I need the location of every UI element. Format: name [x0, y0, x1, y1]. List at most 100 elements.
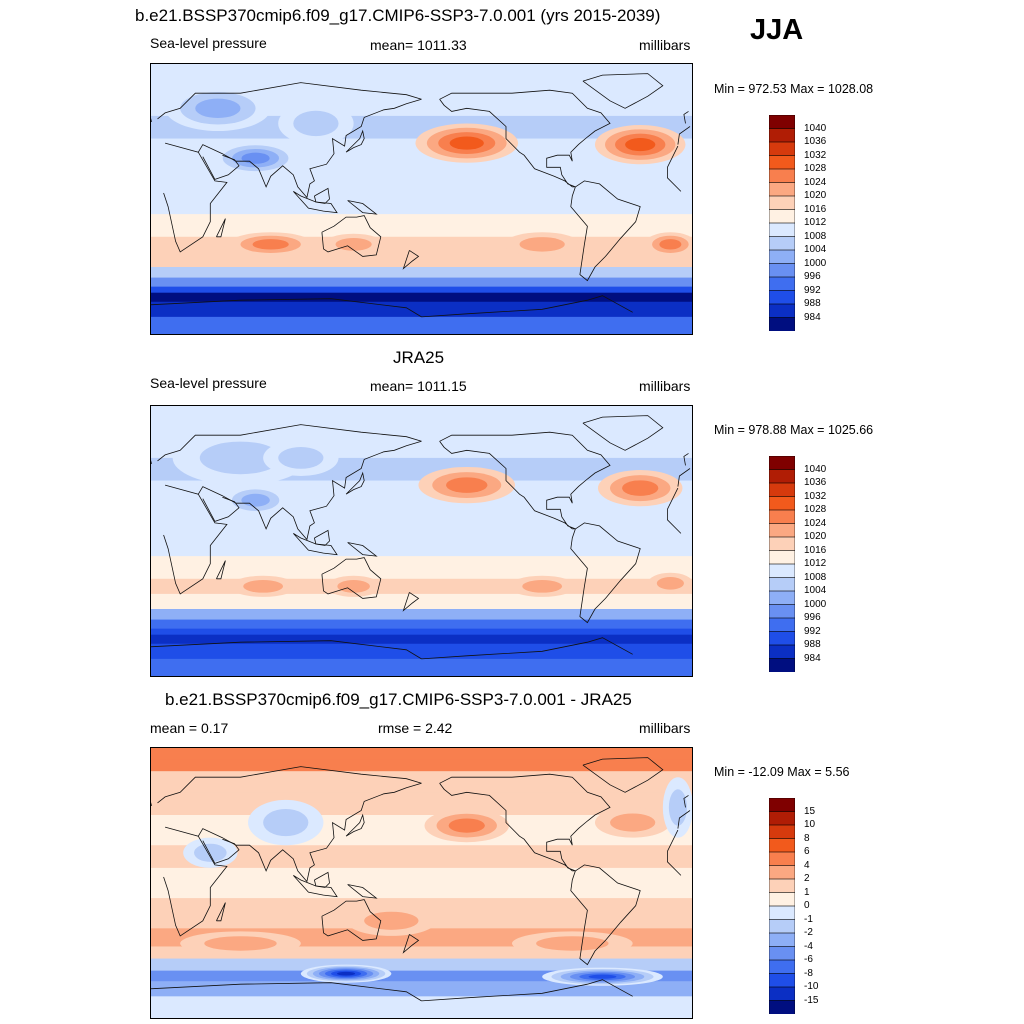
panel-units-label-obs: millibars — [639, 378, 691, 394]
pressure-band — [150, 747, 693, 760]
coastline — [150, 298, 422, 318]
colorbar-swatch — [769, 973, 795, 988]
coastline — [314, 529, 330, 546]
colorbar-tick-label: 1012 — [804, 558, 827, 569]
colorbar-swatch — [769, 523, 795, 538]
colorbar-tick-label: 1016 — [804, 203, 827, 215]
pressure-high — [610, 813, 656, 832]
pressure-band — [150, 867, 693, 899]
coastline — [321, 557, 382, 599]
pressure-band — [150, 771, 693, 793]
colorbar-swatch — [769, 631, 795, 646]
panel-title-diff: b.e21.BSSP370cmip6.f09_g17.CMIP6-SSP3-7.… — [165, 690, 632, 709]
pressure-low — [278, 447, 324, 469]
pressure-high — [448, 818, 485, 833]
pressure-band — [150, 316, 693, 335]
minmax-model: Min = 972.53 Max = 1028.08 — [714, 82, 874, 96]
coastline — [150, 640, 422, 660]
coastline — [197, 98, 422, 199]
pressure-high — [252, 239, 289, 250]
colorbar-swatch — [769, 155, 795, 170]
pressure-low — [241, 493, 270, 507]
pressure-low — [337, 971, 356, 976]
pressure-band — [150, 658, 693, 677]
coastline — [439, 431, 611, 530]
colorbar-swatch — [769, 959, 795, 975]
colorbar-tick-label: 1020 — [804, 190, 827, 201]
pressure-low — [263, 808, 309, 837]
colorbar-swatch — [769, 590, 795, 606]
coastline — [570, 522, 641, 624]
colorbar-tick-label: 988 — [804, 639, 821, 650]
season-label: JJA — [750, 14, 804, 46]
colorbar-obs — [769, 456, 795, 672]
colorbar-tick-label: 1004 — [804, 244, 827, 255]
colorbar-tick-label: 984 — [804, 311, 821, 323]
pressure-high — [656, 576, 684, 590]
pressure-band — [150, 292, 693, 303]
panel-title-model: b.e21.BSSP370cmip6.f09_g17.CMIP6-SSP3-7.… — [135, 6, 661, 25]
minmax-obs: Min = 978.88 Max = 1025.66 — [714, 423, 874, 437]
colorbar-swatch — [769, 168, 795, 184]
pressure-band — [150, 168, 693, 192]
colorbar-swatch — [769, 946, 795, 961]
colorbar-tick-label: -8 — [804, 967, 813, 979]
pressure-band — [150, 609, 693, 621]
panel-mean-label-diff: mean = 0.17 — [150, 720, 229, 736]
coastline — [293, 191, 338, 214]
colorbar-swatch — [769, 456, 795, 471]
map-frame — [150, 747, 693, 1019]
coastline — [293, 875, 338, 898]
colorbar-swatch — [769, 141, 795, 157]
pressure-band — [150, 533, 693, 557]
coastline — [582, 73, 664, 109]
pressure-band — [150, 981, 693, 997]
coastline — [439, 773, 611, 872]
coastline — [345, 129, 365, 153]
panel-left-label-model: Sea-level pressure — [150, 35, 267, 51]
panel-units-label-diff: millibars — [639, 720, 691, 736]
panel-title-obs: JRA25 — [393, 348, 445, 367]
colorbar-tick-label: 1024 — [804, 176, 827, 188]
colorbar-tick-label: 1036 — [804, 136, 827, 147]
colorbar-tick-label: -15 — [804, 994, 819, 1006]
pressure-band — [150, 510, 693, 534]
colorbar-tick-label: 1 — [804, 886, 810, 898]
coastline — [570, 864, 641, 966]
colorbar-tick-label: 1004 — [804, 585, 827, 596]
pressure-low — [194, 843, 227, 862]
panel-left-label-obs: Sea-level pressure — [150, 375, 267, 391]
minmax-diff: Min = -12.09 Max = 5.56 — [714, 765, 850, 779]
colorbar-tick-label: 10 — [804, 819, 816, 830]
colorbar-tick-label: 8 — [804, 832, 810, 844]
colorbar-model — [769, 115, 795, 331]
colorbar-tick-label: -6 — [804, 954, 813, 965]
pressure-low — [241, 152, 270, 164]
coastline — [347, 542, 378, 557]
map-frame — [150, 63, 693, 335]
colorbar-labels-diff: 15 10 8 6 4 2 1 0 -1 -2 -4 -6 -8 -10 -15 — [804, 798, 864, 1014]
coastline — [582, 757, 664, 793]
colorbar-swatch — [769, 550, 795, 565]
pressure-band — [150, 759, 693, 772]
colorbar-swatch — [769, 496, 795, 511]
colorbar-tick-label: 1032 — [804, 490, 827, 502]
coastline — [197, 440, 422, 541]
colorbar-tick-label: 996 — [804, 612, 821, 623]
coastline — [293, 533, 338, 556]
coastline — [202, 154, 240, 180]
colorbar-tick-label: 1040 — [804, 463, 827, 475]
colorbar-swatch — [769, 263, 795, 278]
colorbar-tick-label: -1 — [804, 913, 813, 925]
pressure-high — [335, 237, 372, 251]
panel-units-label-model: millibars — [639, 37, 691, 53]
colorbar-swatch — [769, 811, 795, 826]
colorbar-swatch — [769, 115, 795, 130]
colorbar-swatch — [769, 536, 795, 552]
panel-mean-label-model: mean= 1011.33 — [370, 37, 467, 53]
pressure-band — [150, 301, 693, 318]
colorbar-swatch — [769, 276, 795, 292]
colorbar-tick-label: 0 — [804, 900, 810, 911]
coastline — [216, 902, 226, 922]
pressure-band — [150, 634, 693, 645]
